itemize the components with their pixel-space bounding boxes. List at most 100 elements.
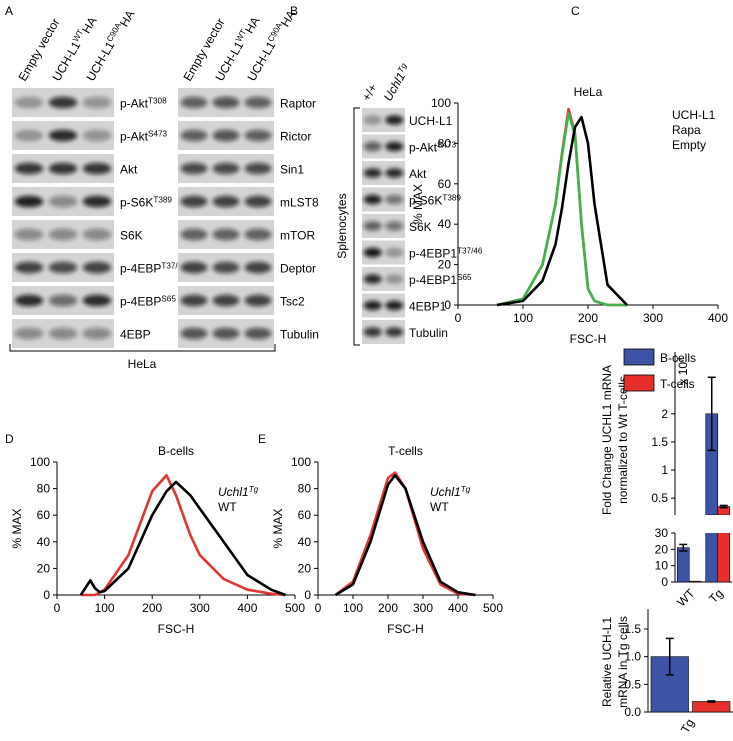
blot-band: [385, 274, 404, 284]
y-tick-label: 0: [661, 575, 668, 589]
bar: [676, 547, 690, 583]
sample-label: Splenocytes: [335, 193, 349, 258]
label-text: mLST8: [280, 196, 319, 210]
superscript: Tg: [249, 485, 259, 494]
blot-band: [244, 96, 272, 109]
blot-band: [212, 96, 240, 109]
y-axis-label: mRNA in Tg cells: [616, 616, 630, 708]
y-tick-label: 80: [298, 482, 312, 496]
y-tick-label: 100: [291, 455, 311, 469]
blot-band: [180, 96, 208, 109]
y-tick-label: 100: [431, 96, 451, 110]
superscript: T308: [148, 96, 167, 105]
label-text: p-Akt: [120, 97, 149, 111]
blot-band: [180, 129, 208, 142]
blot-band: [212, 327, 240, 340]
y-tick-label: 0.5: [624, 677, 641, 691]
series-line: [334, 474, 476, 597]
y-tick-label: 60: [438, 177, 452, 191]
panel-label: E: [258, 432, 266, 446]
legend-entry: WT: [430, 500, 449, 514]
blot-band: [14, 129, 44, 142]
y-tick-label: 20: [655, 542, 669, 556]
superscript: S65: [457, 273, 472, 282]
y-tick-label: 2: [661, 407, 668, 421]
label-text: Uchl1: [218, 485, 249, 499]
blot-band: [180, 261, 208, 274]
panel-label: B: [290, 4, 298, 18]
superscript: S473: [148, 129, 168, 138]
band-label: 4EBP: [120, 328, 151, 342]
x-tick-label: 100: [513, 311, 533, 325]
band-label: p-S6KT389: [409, 193, 461, 207]
legend-entry: B-cells: [660, 351, 696, 365]
band-label: S6K: [120, 229, 143, 243]
legend-entry: Uchl1Tg: [430, 485, 471, 499]
y-tick-label: 40: [298, 535, 312, 549]
blot-band: [180, 228, 208, 241]
bar: [705, 533, 719, 583]
y-axis-label: % MAX: [411, 184, 425, 224]
series-line: [79, 480, 286, 597]
band-label: mTOR: [280, 229, 315, 243]
blot-band: [14, 228, 44, 241]
band-label: Tubulin: [409, 326, 448, 340]
blot-band: [14, 261, 44, 274]
x-tick-label: 300: [190, 601, 210, 615]
blot-band: [385, 327, 404, 337]
x-tick-label: 400: [708, 311, 728, 325]
x-tick-label: 400: [237, 601, 257, 615]
bar: [717, 533, 731, 583]
lane-label: +/+: [359, 81, 380, 103]
label-text: Sin1: [280, 163, 304, 177]
label-text: Rapa: [672, 123, 701, 137]
blot-band: [244, 162, 272, 175]
blot-band: [212, 228, 240, 241]
superscript: 7: [676, 357, 685, 362]
label-text: UCH-L1: [49, 39, 83, 84]
label-text: UCH-L1: [212, 39, 246, 84]
blot-band: [82, 162, 112, 175]
blot-band: [180, 162, 208, 175]
blot-band: [363, 221, 382, 231]
label-text: S6K: [409, 220, 432, 234]
y-axis-label: % MAX: [10, 508, 24, 548]
band-label: p-4EBPT37/46: [120, 261, 187, 275]
superscript: Tg: [461, 485, 471, 494]
blot-band: [82, 228, 112, 241]
blot-band: [363, 141, 382, 152]
y-tick-label: 60: [298, 508, 312, 522]
band-label: Rictor: [280, 130, 311, 144]
x-tick-label: 200: [578, 311, 598, 325]
blot-band: [48, 294, 78, 307]
x-tick-label: 100: [343, 601, 363, 615]
y-tick-label: 20: [37, 561, 51, 575]
panel-label: C: [571, 4, 580, 18]
y-tick-label: 0: [304, 588, 311, 602]
blot-band: [82, 96, 112, 109]
blot-band: [385, 221, 404, 231]
band-label: 4EBP1: [409, 300, 447, 314]
bracket: [9, 344, 276, 352]
blot-band: [48, 327, 78, 340]
blot-band: [385, 300, 404, 311]
y-tick-label: 30: [655, 526, 669, 540]
bar: [692, 701, 731, 713]
blot-band: [82, 327, 112, 340]
blot-band: [244, 261, 272, 274]
x-axis-label: FSC-H: [158, 622, 195, 636]
axis-multiplier: x 107: [676, 357, 690, 385]
series-line: [496, 115, 628, 307]
blot-band: [385, 247, 404, 258]
x-tick-label: 400: [448, 601, 468, 615]
label-text: Deptor: [280, 262, 316, 276]
label-text: Akt: [409, 167, 427, 181]
blot-band: [363, 168, 382, 178]
y-tick-label: 0.5: [651, 491, 668, 505]
y-axis-label: normalized to Wt T-cells: [616, 376, 630, 504]
x-tick-label: 300: [413, 601, 433, 615]
x-tick-label: 500: [285, 601, 305, 615]
y-tick-label: 40: [37, 535, 51, 549]
